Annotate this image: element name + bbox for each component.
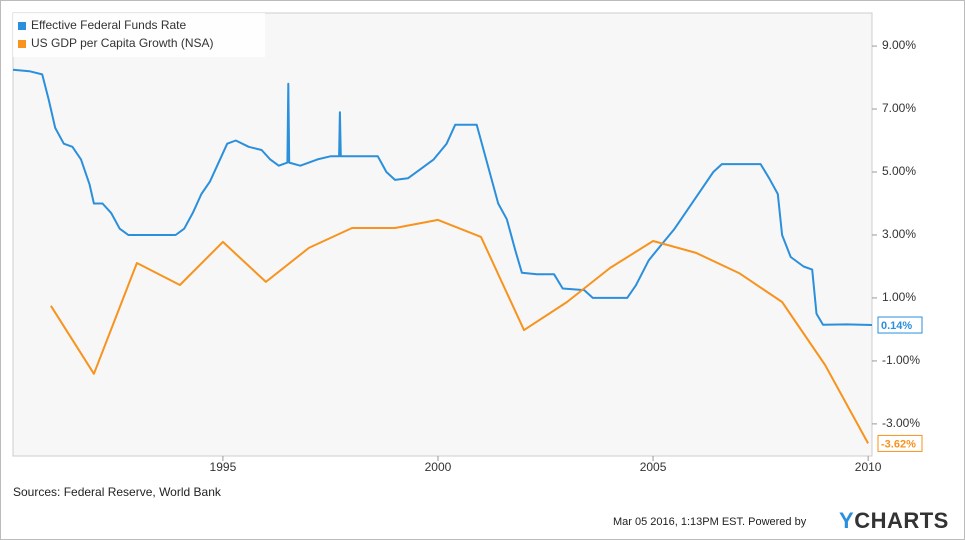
legend-swatch [18, 22, 26, 30]
chart: -3.00% -1.00% 1.00% 3.00% 5.00% 7.00% 9.00% 199… [12, 12, 923, 474]
legend-label: US GDP per Capita Growth (NSA) [31, 36, 214, 50]
y-tick-label: 3.00% [882, 227, 916, 241]
end-label-box [877, 316, 923, 334]
y-tick-label: 1.00% [882, 290, 916, 304]
legend: Effective Federal Funds Rate US GDP per C… [13, 13, 265, 57]
x-tick-label: 2000 [425, 460, 452, 474]
end-label: -3.62% [881, 438, 916, 450]
x-tick-label: 2005 [640, 460, 667, 474]
end-label: 0.14% [881, 320, 912, 332]
x-tick-label: 1995 [210, 460, 237, 474]
x-tick-label: 2010 [855, 460, 882, 474]
y-tick-label: 9.00% [882, 38, 916, 52]
series-line [50, 218, 869, 444]
end-label-box [877, 434, 923, 452]
legend-box [13, 13, 265, 57]
legend-label: Effective Federal Funds Rate [31, 18, 187, 32]
y-tick-label: -3.00% [882, 416, 920, 430]
y-tick-label: 5.00% [882, 164, 916, 178]
brand-logo: YCHARTS [839, 508, 949, 533]
y-tick-label: 7.00% [882, 101, 916, 115]
series-line [12, 68, 873, 326]
legend-swatch [18, 40, 26, 48]
source-note: Sources: Federal Reserve, World Bank [13, 485, 221, 499]
y-tick-label: -1.00% [882, 353, 920, 367]
timestamp: Mar 05 2016, 1:13PM EST. Powered by [613, 516, 807, 528]
